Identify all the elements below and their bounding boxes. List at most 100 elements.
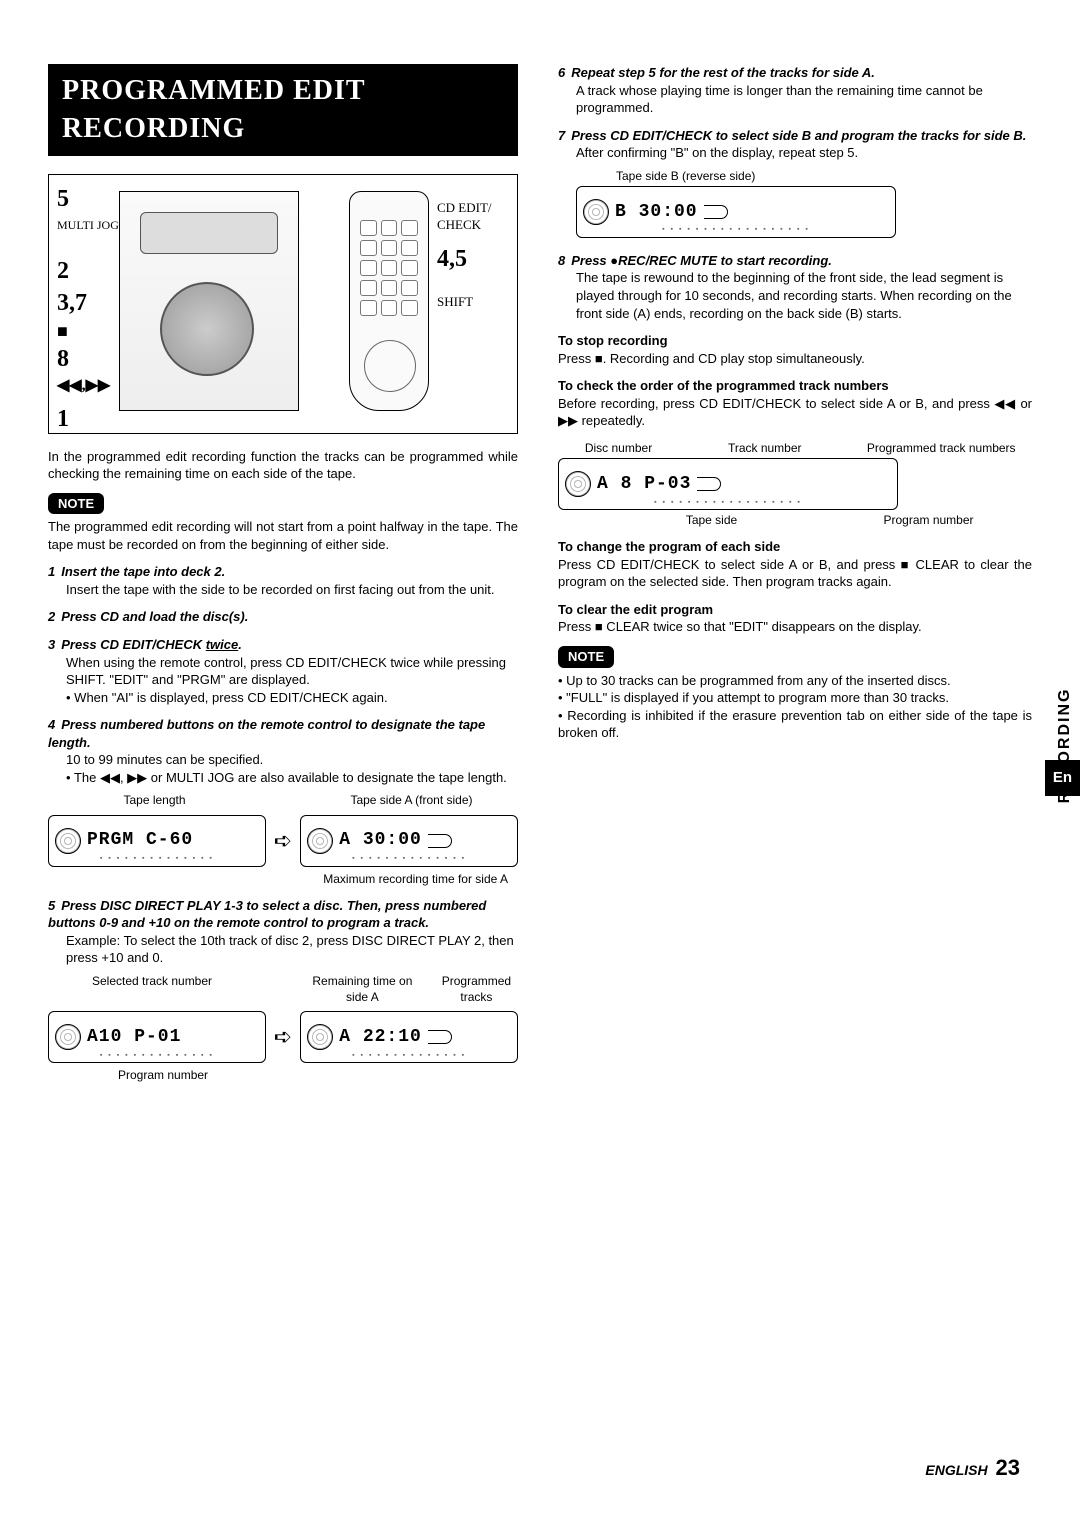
callout-1: 1	[57, 403, 69, 435]
lcd-display: A10 P-01 ▪ ▪ ▪ ▪ ▪ ▪ ▪ ▪ ▪ ▪ ▪ ▪ ▪ ▪	[48, 1011, 266, 1063]
body-text: Press ■. Recording and CD play stop simu…	[558, 350, 1032, 368]
left-column: PROGRAMMED EDIT RECORDING 5 MULTI JOG 2 …	[48, 64, 518, 1093]
lcd-display: A 22:10 ▪ ▪ ▪ ▪ ▪ ▪ ▪ ▪ ▪ ▪ ▪ ▪ ▪ ▪	[300, 1011, 518, 1063]
step-8: 8 Press ●REC/REC MUTE to start recording.…	[558, 252, 1032, 322]
callout-4-5: 4,5	[437, 243, 467, 275]
step-num: 3	[48, 637, 55, 652]
footer-page-number: 23	[996, 1455, 1020, 1480]
step-head-text: Press DISC DIRECT PLAY 1-3 to select a d…	[48, 898, 486, 931]
step-num: 2	[48, 609, 55, 624]
lcd-row-step4: PRGM C-60 ▪ ▪ ▪ ▪ ▪ ▪ ▪ ▪ ▪ ▪ ▪ ▪ ▪ ▪ ➪ …	[48, 815, 518, 867]
step-5: 5Press DISC DIRECT PLAY 1-3 to select a …	[48, 897, 518, 1084]
callout-8: 8	[57, 343, 69, 375]
callout-stop: ■	[57, 319, 68, 343]
intro-text: In the programmed edit recording functio…	[48, 448, 518, 483]
body-text: Press CD EDIT/CHECK to select side A or …	[558, 556, 1032, 591]
lcd-caption: Programmed tracks	[435, 973, 518, 1005]
subhead: To check the order of the programmed tra…	[558, 377, 1032, 395]
bullet-text: Recording is inhibited if the erasure pr…	[558, 708, 1032, 741]
lcd-text: PRGM C-60	[87, 828, 193, 852]
steps-list-left: 1 Insert the tape into deck 2. Insert the…	[48, 563, 518, 1083]
step-num: 4	[48, 717, 55, 732]
lcd-caption: Tape side A (front side)	[305, 792, 518, 808]
note-bullet: • Up to 30 tracks can be programmed from…	[558, 672, 1032, 690]
right-column: 6 Repeat step 5 for the rest of the track…	[558, 64, 1032, 1093]
step-head-underline: twice	[206, 637, 239, 652]
step-num: 8	[558, 253, 565, 268]
lcd-display: B 30:00 ▪ ▪ ▪ ▪ ▪ ▪ ▪ ▪ ▪ ▪ ▪ ▪ ▪ ▪ ▪ ▪ …	[576, 186, 896, 238]
step-head-text: Press CD and load the disc(s).	[61, 609, 248, 624]
page-footer: ENGLISH 23	[925, 1453, 1020, 1483]
device-diagram: 5 MULTI JOG 2 3,7 ■ 8 ◀◀,▶▶ 1 CD EDIT/ C…	[48, 174, 518, 434]
lcd-row-step5: A10 P-01 ▪ ▪ ▪ ▪ ▪ ▪ ▪ ▪ ▪ ▪ ▪ ▪ ▪ ▪ ➪ A…	[48, 1011, 518, 1063]
step-head-text: Press CD EDIT/CHECK	[61, 637, 205, 652]
arrow-icon: ➪	[274, 826, 292, 856]
callout-rw-ff: ◀◀,▶▶	[57, 375, 110, 397]
step-body-text: Insert the tape with the side to be reco…	[48, 581, 518, 599]
note-bullet: • "FULL" is displayed if you attempt to …	[558, 689, 1032, 707]
lcd-text: A10 P-01	[87, 1025, 181, 1049]
lcd-text: A 8 P-03	[597, 472, 691, 496]
step-body-text: The tape is rewound to the beginning of …	[558, 269, 1032, 322]
note-text: The programmed edit recording will not s…	[48, 518, 518, 553]
step-2: 2 Press CD and load the disc(s).	[48, 608, 518, 626]
callout-5: 5	[57, 183, 69, 215]
lcd-caption: Program number	[48, 1067, 518, 1083]
step-1: 1 Insert the tape into deck 2. Insert the…	[48, 563, 518, 598]
lcd-text: A 30:00	[339, 828, 422, 852]
step-bullet: When "AI" is displayed, press CD EDIT/CH…	[66, 689, 518, 707]
step-head-text: Insert the tape into deck 2.	[61, 564, 225, 579]
step-body-text: When using the remote control, press CD …	[66, 655, 506, 688]
step-bullet: The ◀◀, ▶▶ or MULTI JOG are also availab…	[66, 769, 518, 787]
step-4: 4Press numbered buttons on the remote co…	[48, 716, 518, 887]
step-num: 1	[48, 564, 55, 579]
lcd-text: A 22:10	[339, 1025, 422, 1049]
callout-cd-edit: CD EDIT/ CHECK	[437, 199, 507, 234]
lcd-caption: Tape side B (reverse side)	[616, 168, 1032, 184]
step-num: 6	[558, 65, 565, 80]
step-head-text: Repeat step 5 for the rest of the tracks…	[571, 65, 875, 80]
subhead: To clear the edit program	[558, 601, 1032, 619]
step-3: 3 Press CD EDIT/CHECK twice. When using t…	[48, 636, 518, 706]
step-7: 7 Press CD EDIT/CHECK to select side B an…	[558, 127, 1032, 238]
lcd-display: PRGM C-60 ▪ ▪ ▪ ▪ ▪ ▪ ▪ ▪ ▪ ▪ ▪ ▪ ▪ ▪	[48, 815, 266, 867]
step-body-text: After confirming "B" on the display, rep…	[576, 145, 858, 160]
lcd-caption: Remaining time on side A	[300, 973, 425, 1005]
body-text: Before recording, press CD EDIT/CHECK to…	[558, 395, 1032, 430]
lcd-display: A 30:00 ▪ ▪ ▪ ▪ ▪ ▪ ▪ ▪ ▪ ▪ ▪ ▪ ▪ ▪	[300, 815, 518, 867]
lcd-below-caption: Maximum recording time for side A	[48, 871, 518, 887]
callout-multi-jog: MULTI JOG	[57, 217, 119, 233]
step-head-text: Press CD EDIT/CHECK to select side B and…	[571, 128, 1026, 143]
step-body-text: 10 to 99 minutes can be specified.	[66, 752, 263, 767]
step-head-text: Press numbered buttons on the remote con…	[48, 717, 485, 750]
note-badge: NOTE	[48, 493, 104, 515]
note-bullet: • Recording is inhibited if the erasure …	[558, 707, 1032, 742]
step-body-text: Example: To select the 10th track of dis…	[48, 932, 518, 967]
lcd-caption: Selected track number	[48, 973, 256, 1005]
arrow-icon: ➪	[274, 1022, 292, 1052]
bullet-text: "FULL" is displayed if you attempt to pr…	[566, 690, 949, 705]
note-badge: NOTE	[558, 646, 614, 668]
lcd-display: A 8 P-03 ▪ ▪ ▪ ▪ ▪ ▪ ▪ ▪ ▪ ▪ ▪ ▪ ▪ ▪ ▪ ▪…	[558, 458, 898, 510]
subhead: To stop recording	[558, 332, 1032, 350]
callout-2: 2	[57, 255, 69, 287]
step-num: 7	[558, 128, 565, 143]
lcd-caption: Program number	[825, 512, 1032, 528]
step-num: 5	[48, 898, 55, 913]
bullet-text: Up to 30 tracks can be programmed from a…	[566, 673, 950, 688]
note-bullets: • Up to 30 tracks can be programmed from…	[558, 672, 1032, 742]
lcd-caption: Programmed track numbers	[850, 440, 1032, 456]
step-6: 6 Repeat step 5 for the rest of the track…	[558, 64, 1032, 117]
step-head-tail: .	[238, 637, 242, 652]
step-head-text: Press ●REC/REC MUTE to start recording.	[571, 253, 832, 268]
lcd-caption: Disc number	[558, 440, 679, 456]
body-text: Press ■ CLEAR twice so that "EDIT" disap…	[558, 618, 1032, 636]
page-title-banner: PROGRAMMED EDIT RECORDING	[48, 64, 518, 156]
page-columns: PROGRAMMED EDIT RECORDING 5 MULTI JOG 2 …	[48, 64, 1032, 1093]
lcd-caption: Tape length	[48, 792, 261, 808]
callout-3-7: 3,7	[57, 287, 87, 319]
language-side-tab: En	[1045, 760, 1080, 796]
callout-shift: SHIFT	[437, 293, 473, 311]
subhead: To change the program of each side	[558, 538, 1032, 556]
footer-lang: ENGLISH	[925, 1462, 987, 1478]
